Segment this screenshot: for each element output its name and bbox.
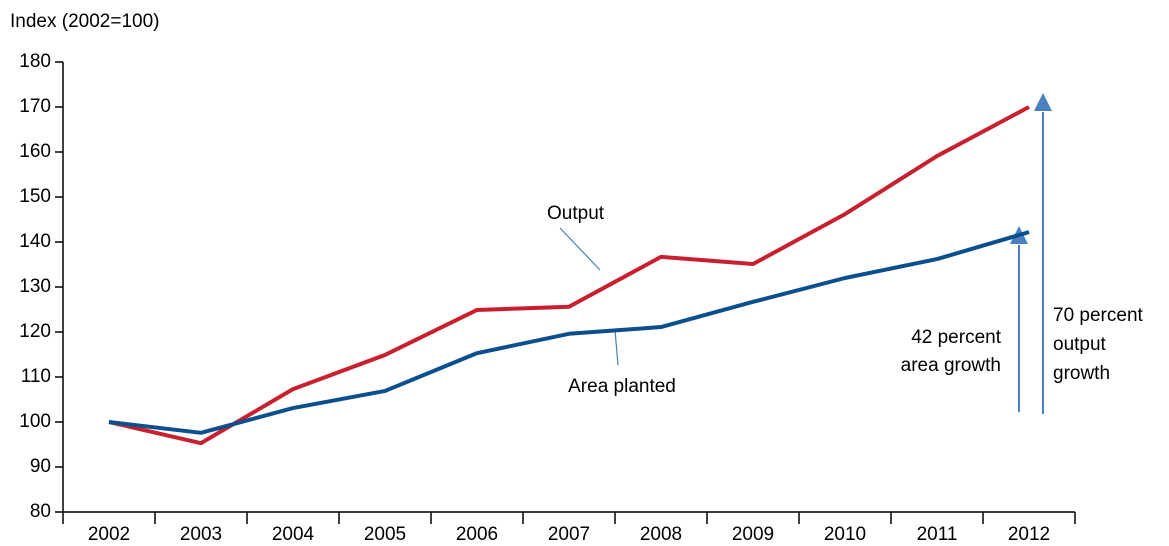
- y-tick-label: 180: [19, 51, 51, 72]
- y-tick-label: 130: [19, 276, 51, 297]
- x-tick-label: 2005: [364, 524, 406, 545]
- area-leader: [614, 329, 619, 366]
- x-tick-label: 2004: [272, 524, 315, 545]
- y-tick-label: 110: [21, 366, 51, 387]
- x-tick-label: 2003: [180, 524, 222, 545]
- y-tick-label: 160: [19, 141, 51, 162]
- y-tick-label: 90: [30, 456, 51, 477]
- annotation: 70 percent: [1053, 305, 1144, 326]
- y-tick-label: 140: [19, 231, 51, 252]
- y-tick-label: 100: [19, 411, 51, 432]
- x-tick-label: 2006: [456, 524, 498, 545]
- x-tick-label: 2012: [1008, 524, 1050, 545]
- annotation: 42 percent: [911, 327, 1002, 348]
- y-tick-label: 80: [30, 501, 51, 522]
- annotation: output: [1053, 334, 1107, 355]
- x-tick-label: 2011: [917, 524, 958, 545]
- series-line: [108, 230, 1030, 435]
- y-tick-label: 170: [19, 96, 51, 117]
- x-tick-label: 2008: [640, 524, 682, 545]
- output-leader: [559, 227, 601, 271]
- series-line: [108, 105, 1030, 446]
- output-arrow-head: [1034, 93, 1052, 111]
- annotation: area growth: [901, 355, 1001, 376]
- x-tick-label: 2010: [824, 524, 866, 545]
- y-tick-label: 150: [19, 186, 51, 207]
- area-label: Area planted: [568, 376, 676, 397]
- annotation: growth: [1053, 363, 1110, 384]
- y-axis-label: Index (2002=100): [10, 11, 159, 32]
- x-tick-label: 2007: [548, 524, 590, 545]
- output-label: Output: [547, 203, 605, 224]
- y-tick-label: 120: [19, 321, 51, 342]
- x-tick-label: 2002: [88, 524, 130, 545]
- x-tick-label: 2009: [732, 524, 774, 545]
